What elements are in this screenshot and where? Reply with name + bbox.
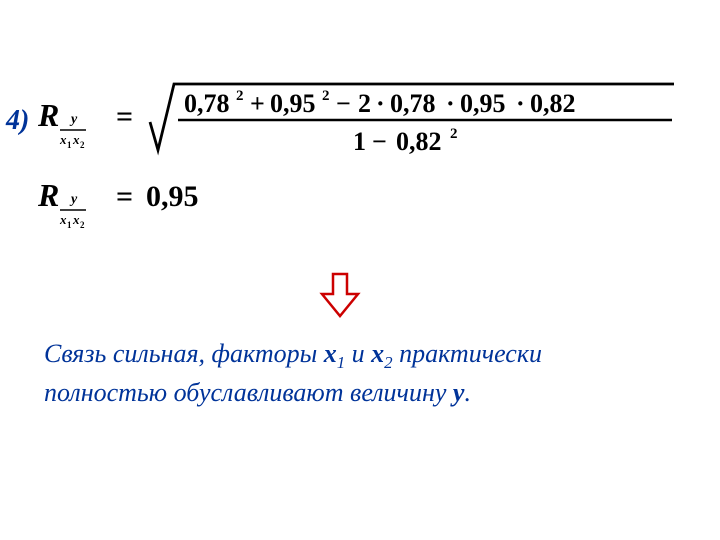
formula-R2: R bbox=[38, 177, 59, 213]
svg-text:−: − bbox=[372, 127, 387, 156]
svg-text:2: 2 bbox=[80, 220, 85, 230]
svg-text:x: x bbox=[59, 212, 67, 227]
formula-sub-2: 2 bbox=[80, 140, 85, 150]
formula-R: R bbox=[38, 97, 59, 133]
svg-text:0,95: 0,95 bbox=[460, 89, 506, 118]
conclusion-text: Связь сильная, факторы x1 и x2 практичес… bbox=[44, 336, 664, 410]
formula-sub-x1: x bbox=[59, 132, 67, 147]
conclusion-part2: практически bbox=[393, 339, 542, 368]
conclusion-x2: x bbox=[371, 339, 384, 368]
item-number: 4) bbox=[6, 105, 29, 137]
svg-text:2: 2 bbox=[450, 126, 458, 142]
conclusion-sub2: 2 bbox=[384, 353, 392, 372]
formula-sub-x2: x bbox=[72, 132, 80, 147]
formula-denominator: 1 − 0,82 2 bbox=[353, 126, 458, 156]
svg-text:·: · bbox=[376, 89, 385, 118]
conclusion-x1: x bbox=[324, 339, 337, 368]
conclusion-part1: Связь сильная, факторы bbox=[44, 339, 324, 368]
conclusion-y: y bbox=[453, 378, 465, 407]
down-arrow-icon bbox=[318, 272, 362, 325]
formula-sub-y2: y bbox=[69, 192, 78, 207]
formula-equals: = bbox=[116, 100, 133, 133]
conclusion-and: и bbox=[345, 339, 371, 368]
svg-text:2: 2 bbox=[358, 89, 371, 118]
svg-text:+: + bbox=[250, 89, 265, 118]
formula-numerator: 0,78 2 + 0,95 2 − 2 · 0,78 · 0,95 · 0,82 bbox=[184, 88, 576, 118]
conclusion-part4: . bbox=[464, 378, 471, 407]
svg-text:0,82: 0,82 bbox=[530, 89, 576, 118]
conclusion-sub1: 1 bbox=[337, 353, 345, 372]
svg-text:x: x bbox=[72, 212, 80, 227]
svg-text:1: 1 bbox=[353, 127, 366, 156]
svg-text:0,78: 0,78 bbox=[390, 89, 436, 118]
svg-text:0,82: 0,82 bbox=[396, 127, 442, 156]
formula-equals2: = bbox=[116, 180, 133, 213]
svg-text:·: · bbox=[446, 89, 455, 118]
svg-text:−: − bbox=[336, 89, 351, 118]
svg-text:2: 2 bbox=[236, 88, 244, 104]
svg-text:0,95: 0,95 bbox=[270, 89, 316, 118]
formula-sub-y: y bbox=[69, 112, 78, 127]
svg-text:·: · bbox=[516, 89, 525, 118]
conclusion-part3: полностью обуславливают величину bbox=[44, 378, 453, 407]
formula-sub-1: 1 bbox=[67, 140, 72, 150]
svg-text:2: 2 bbox=[322, 88, 330, 104]
formula-result: 0,95 bbox=[146, 180, 199, 213]
svg-text:0,78: 0,78 bbox=[184, 89, 230, 118]
svg-text:1: 1 bbox=[67, 220, 72, 230]
formula-equation: R y x 1 x 2 = 0,78 2 + 0,95 2 − 2 · 0,78… bbox=[38, 78, 698, 258]
